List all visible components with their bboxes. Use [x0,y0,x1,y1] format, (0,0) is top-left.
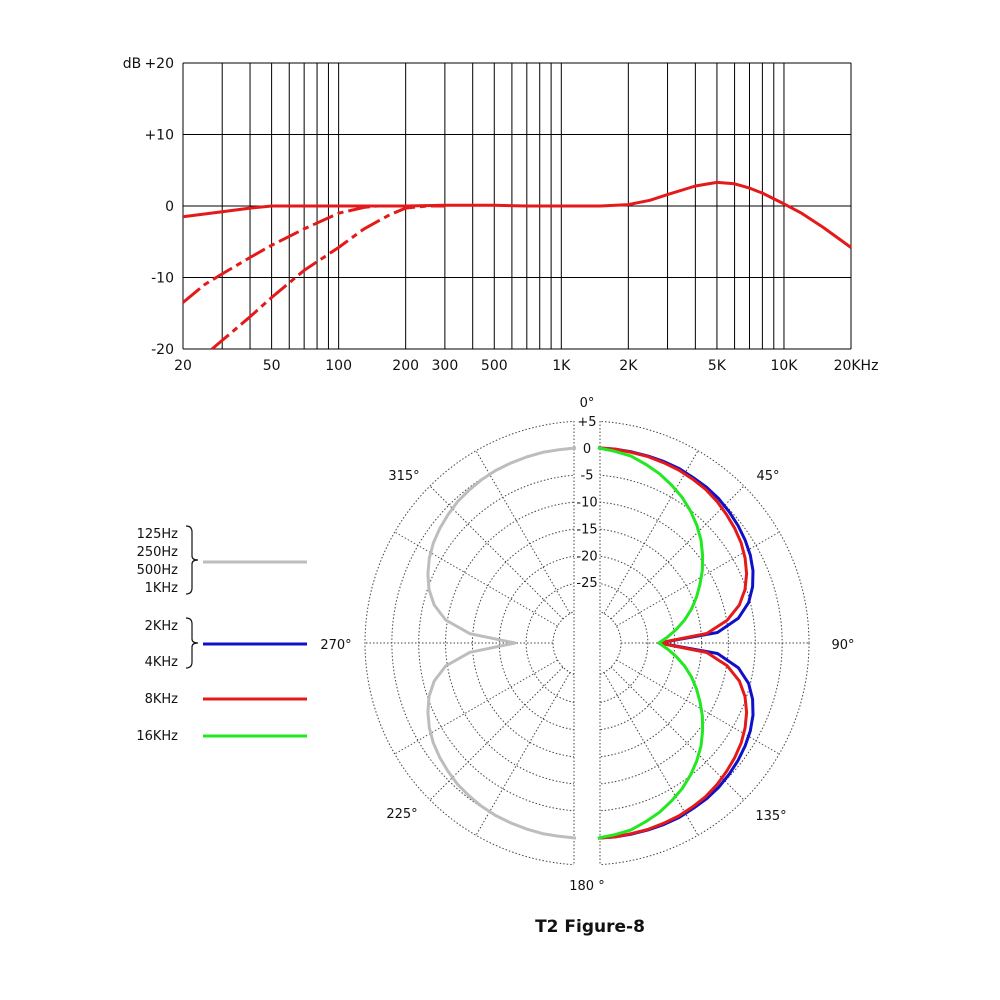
polar-ring [364,420,810,866]
polar-grid [364,419,810,867]
legend-label: 500Hz [137,563,179,578]
polar-spoke [394,531,558,627]
x-tick-label: 2K [619,358,638,374]
x-tick-label: 50 [263,358,281,374]
ring-tick-label: 0 [583,442,591,457]
polar-axis-band [574,419,600,867]
ring-tick-label: +5 [577,415,596,430]
polar-series-3 [597,446,705,840]
angle-label: 315° [388,469,419,484]
polar-labels: +5 0 -5 -10 -15 -20 -25 0° 45° 90° 135° 180 ° 225° 27… [320,396,854,894]
angle-label: 180 ° [569,879,604,894]
response-series-1 [182,204,378,304]
legend-label: 250Hz [137,545,179,560]
x-tick-label: 100 [325,358,352,374]
frequency-response-labels: +20 +10 0 -10 -20 dB 20 50 100 200 300 500 1K 2K 5K 10K… [123,56,879,374]
x-tick-label: 5K [708,358,727,374]
y-tick-label: +10 [144,128,174,144]
polar-series-0 [426,446,577,840]
legend-label: 16KHz [136,729,178,744]
ring-tick-label: -5 [581,469,594,484]
angle-label: 0° [580,396,595,411]
ring-tick-label: -10 [576,496,597,511]
y-tick-label: +20 [144,56,174,72]
x-tick-label: 300 [432,358,459,374]
y-tick-label: 0 [165,199,174,215]
legend-label: 1KHz [145,581,179,596]
polar-spoke [394,659,558,755]
x-tick-label: 20KHz [834,358,879,374]
legend: 125Hz 250Hz 500Hz 1KHz 2KHz 4KHz 8KHz 16KHz [136,525,307,744]
ring-tick-label: -25 [576,576,597,591]
polar-curves [426,446,755,840]
legend-label: 4KHz [145,655,179,670]
x-tick-label: 1K [552,358,571,374]
x-tick-label: 20 [174,358,192,374]
x-tick-label: 200 [392,358,419,374]
ring-tick-label: -20 [576,549,597,564]
frequency-response-curves [182,180,852,351]
response-series-0 [182,180,852,249]
y-axis-label: dB [123,56,142,72]
polar-pattern-chart: +5 0 -5 -10 -15 -20 -25 0° 45° 90° 135° 180 ° 225° 27… [320,396,854,894]
y-tick-label: -10 [151,271,174,287]
legend-label: 125Hz [137,527,179,542]
polar-spoke [616,531,780,627]
chart-title: T2 Figure-8 [535,917,645,937]
response-series-2 [211,204,445,351]
x-tick-label: 10K [770,358,798,374]
frequency-response-chart: +20 +10 0 -10 -20 dB 20 50 100 200 300 500 1K 2K 5K 10K… [123,56,879,374]
legend-label: 8KHz [145,692,179,707]
legend-brace [185,525,199,595]
y-tick-label: -20 [151,342,174,358]
polar-spoke [616,659,780,755]
angle-label: 225° [386,807,417,822]
polar-spoke [429,666,564,801]
angle-label: 45° [756,469,779,484]
legend-label: 2KHz [145,619,179,634]
legend-brace [185,617,199,669]
angle-label: 135° [755,809,786,824]
x-tick-label: 500 [481,358,508,374]
polar-spoke [429,485,564,620]
angle-label: 90° [831,638,854,653]
angle-label: 270° [320,638,351,653]
ring-tick-label: -15 [576,522,597,537]
